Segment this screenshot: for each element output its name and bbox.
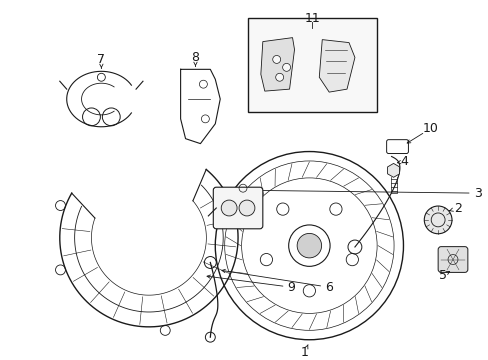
Text: 11: 11 [304,12,320,25]
FancyBboxPatch shape [437,247,467,273]
Circle shape [272,55,280,63]
Circle shape [282,63,290,71]
Text: 4: 4 [400,155,407,168]
Bar [247,18,376,112]
FancyBboxPatch shape [213,187,262,229]
Circle shape [424,206,451,234]
Text: 7: 7 [97,53,105,66]
Polygon shape [319,40,354,92]
Text: 8: 8 [191,51,199,64]
Polygon shape [260,38,294,91]
Text: 10: 10 [422,122,437,135]
Text: 5: 5 [438,269,446,282]
Circle shape [297,233,321,258]
Text: 9: 9 [287,281,295,294]
Text: 6: 6 [325,281,332,294]
Text: 3: 3 [473,186,481,200]
Circle shape [239,200,254,216]
Circle shape [275,73,283,81]
Text: 2: 2 [453,202,461,215]
Circle shape [221,200,237,216]
Text: 1: 1 [300,346,308,359]
